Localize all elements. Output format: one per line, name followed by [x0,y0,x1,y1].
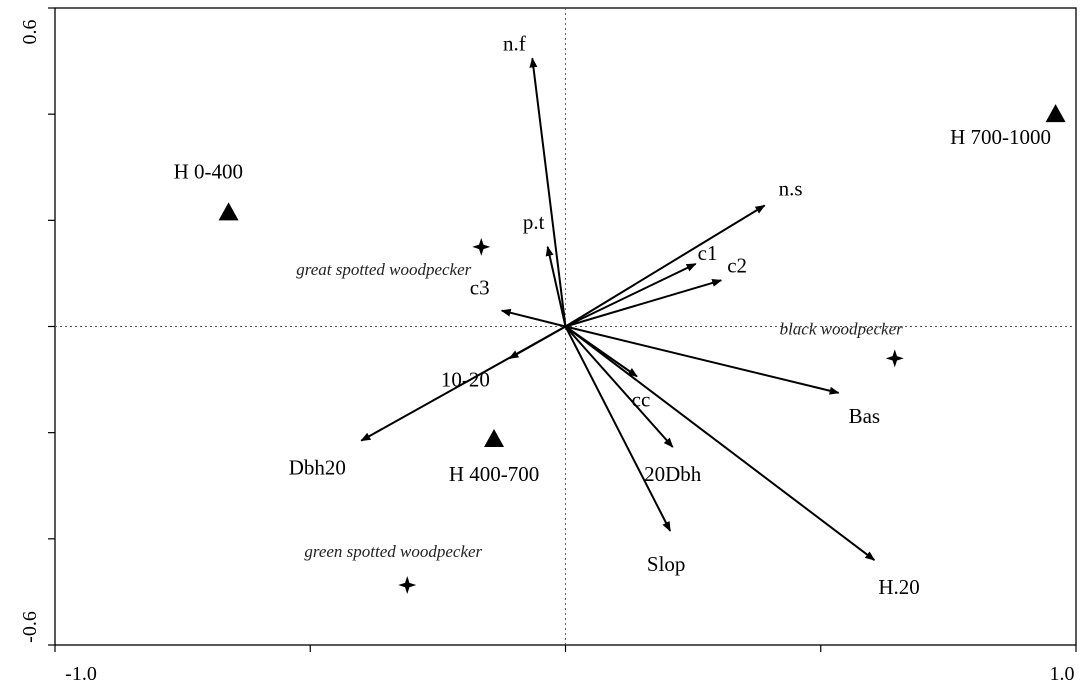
site-label: H 0-400 [174,159,243,183]
vector-label: n.s [779,176,803,200]
vector-label: p.t [523,210,545,234]
x-tick-label-max: 1.0 [1050,663,1075,685]
vector-arrow [565,262,697,328]
vector-label: 10-20 [441,367,490,391]
vector-label: Dbh20 [289,456,346,480]
vector-label: H.20 [878,575,919,599]
vector-arrow [564,204,766,328]
vector-label: c2 [727,253,747,277]
species-star [885,349,904,368]
vector-arrow [565,325,840,395]
site-triangle [218,202,239,221]
vector-arrow [500,308,566,328]
vector-arrow [529,57,567,327]
x-tick-label-min: -1.0 [65,663,97,685]
vector-arrow [564,326,672,532]
vector-label: Slop [647,552,686,576]
site-triangle [1045,104,1066,123]
vector-arrow [545,245,567,327]
site-triangle [484,429,505,448]
species-label: black woodpecker [780,319,904,338]
site-label: H 400-700 [449,462,539,486]
species-star [472,237,491,256]
vector-label: Bas [849,404,881,428]
vector-label: 20Dbh [644,462,702,486]
vector-arrow [564,325,674,448]
vector-label: c1 [698,241,718,265]
species-label: great spotted woodpecker [296,260,471,279]
vector-arrow [564,325,876,561]
y-tick-label-min: -0.6 [19,611,41,643]
species-star [398,576,417,595]
species-label: green spotted woodpecker [304,542,482,561]
vector-label: cc [632,387,651,411]
y-tick-label-max: 0.6 [19,20,41,45]
site-label: H 700-1000 [950,125,1051,149]
vector-arrow [565,279,723,328]
vector-arrow [360,325,566,442]
vector-label: c3 [470,276,490,300]
vector-label: n.f [503,31,526,55]
